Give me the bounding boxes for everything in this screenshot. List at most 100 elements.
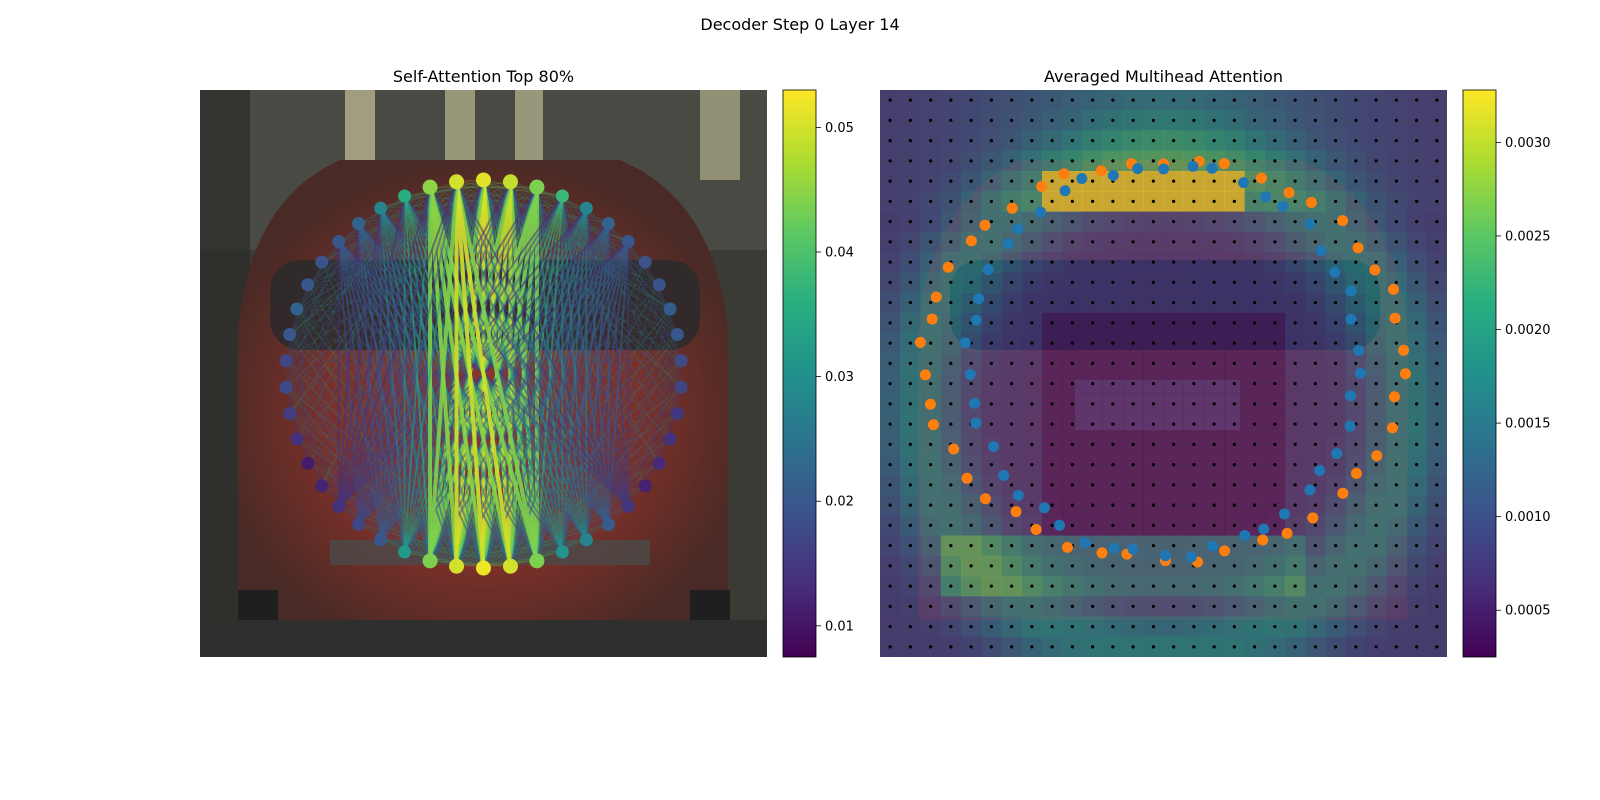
- grid-dot: [949, 199, 953, 203]
- grid-dot: [888, 523, 892, 527]
- grid-dot: [1010, 98, 1014, 102]
- attention-edge: [585, 207, 678, 335]
- grid-dot: [1232, 544, 1236, 548]
- grid-dot: [1172, 139, 1176, 143]
- grid-dot: [1354, 402, 1358, 406]
- grid-dot: [1334, 564, 1338, 568]
- grid-dot: [1212, 159, 1216, 163]
- grid-dot: [949, 645, 953, 649]
- attention-point: [1035, 206, 1047, 218]
- grid-dot: [1172, 544, 1176, 548]
- grid-dot: [1111, 523, 1115, 527]
- grid-dot: [1030, 260, 1034, 264]
- grid-dot: [969, 503, 973, 507]
- grid-dot: [1415, 463, 1419, 467]
- attention-node: [638, 255, 652, 269]
- grid-dot: [1435, 220, 1439, 224]
- grid-dot: [969, 442, 973, 446]
- grid-dot: [908, 564, 912, 568]
- attention-node: [601, 518, 615, 532]
- grid-dot: [1273, 159, 1277, 163]
- attention-edge: [285, 223, 360, 362]
- attention-point: [930, 291, 942, 303]
- attention-edge: [455, 181, 588, 541]
- attention-edge: [321, 207, 382, 263]
- attention-point: [1218, 158, 1230, 170]
- grid-dot: [1334, 442, 1338, 446]
- grid-dot: [1192, 118, 1196, 122]
- attention-node: [502, 558, 518, 574]
- grid-dot: [1131, 422, 1135, 426]
- grid-dot: [1172, 260, 1176, 264]
- grid-dot: [1374, 220, 1378, 224]
- grid-dot: [929, 159, 933, 163]
- grid-dot: [1010, 199, 1014, 203]
- grid-dot: [1415, 604, 1419, 608]
- attention-edge: [380, 181, 457, 209]
- grid-dot: [1050, 564, 1054, 568]
- attention-node: [449, 174, 465, 190]
- grid-dot: [1374, 321, 1378, 325]
- grid-dot: [1070, 139, 1074, 143]
- grid-dot: [1050, 341, 1054, 345]
- attention-point: [969, 397, 981, 409]
- grid-dot: [1273, 584, 1277, 588]
- grid-dot: [1334, 199, 1338, 203]
- grid-dot: [1253, 523, 1257, 527]
- grid-dot: [1172, 442, 1176, 446]
- attention-edge: [607, 386, 682, 525]
- grid-dot: [1273, 382, 1277, 386]
- grid-dot: [1313, 584, 1317, 588]
- grid-dot: [1070, 503, 1074, 507]
- grid-dot: [1253, 361, 1257, 365]
- grid-dot: [1172, 584, 1176, 588]
- attention-nodes: [279, 172, 688, 576]
- grid-dot: [1192, 139, 1196, 143]
- attention-node: [663, 302, 677, 316]
- grid-dot: [1415, 98, 1419, 102]
- grid-dot: [1131, 604, 1135, 608]
- grid-dot: [949, 604, 953, 608]
- grid-dot: [1354, 260, 1358, 264]
- attention-edge: [296, 308, 309, 464]
- grid-dot: [1313, 604, 1317, 608]
- grid-dot: [1232, 604, 1236, 608]
- grid-dot: [1030, 240, 1034, 244]
- grid-dot: [1232, 523, 1236, 527]
- attention-edge: [296, 438, 340, 507]
- grid-dot: [1050, 442, 1054, 446]
- attention-edge: [561, 195, 630, 507]
- grid-dot: [1354, 179, 1358, 183]
- grid-dot: [1010, 321, 1014, 325]
- attention-edge: [307, 284, 340, 507]
- grid-dot: [1151, 422, 1155, 426]
- attention-edge: [338, 195, 405, 243]
- grid-dot: [1010, 361, 1014, 365]
- grid-dot: [1415, 341, 1419, 345]
- grid-dot: [1354, 584, 1358, 588]
- grid-dot: [1192, 523, 1196, 527]
- grid-dot: [1192, 321, 1196, 325]
- grid-dot: [989, 422, 993, 426]
- attention-edge: [607, 223, 682, 362]
- grid-dot: [1232, 503, 1236, 507]
- attention-point: [1315, 245, 1327, 257]
- attention-point: [1012, 489, 1024, 501]
- grid-dot: [1415, 584, 1419, 588]
- grid-dot: [908, 604, 912, 608]
- grid-dot: [1050, 382, 1054, 386]
- attention-edge: [289, 261, 323, 335]
- attention-node: [398, 545, 412, 559]
- attention-point: [914, 336, 926, 348]
- grid-dot: [1435, 382, 1439, 386]
- grid-dot: [1394, 301, 1398, 305]
- self-attention-panel: Self-Attention Top 80% 0.010.020.030.040…: [200, 67, 854, 658]
- grid-dot: [908, 544, 912, 548]
- grid-dot: [989, 382, 993, 386]
- grid-dot: [929, 301, 933, 305]
- attention-node: [652, 456, 666, 470]
- attention-edge: [561, 241, 630, 553]
- grid-dot: [969, 98, 973, 102]
- grid-dot: [1415, 564, 1419, 568]
- grid-dot: [1091, 625, 1095, 629]
